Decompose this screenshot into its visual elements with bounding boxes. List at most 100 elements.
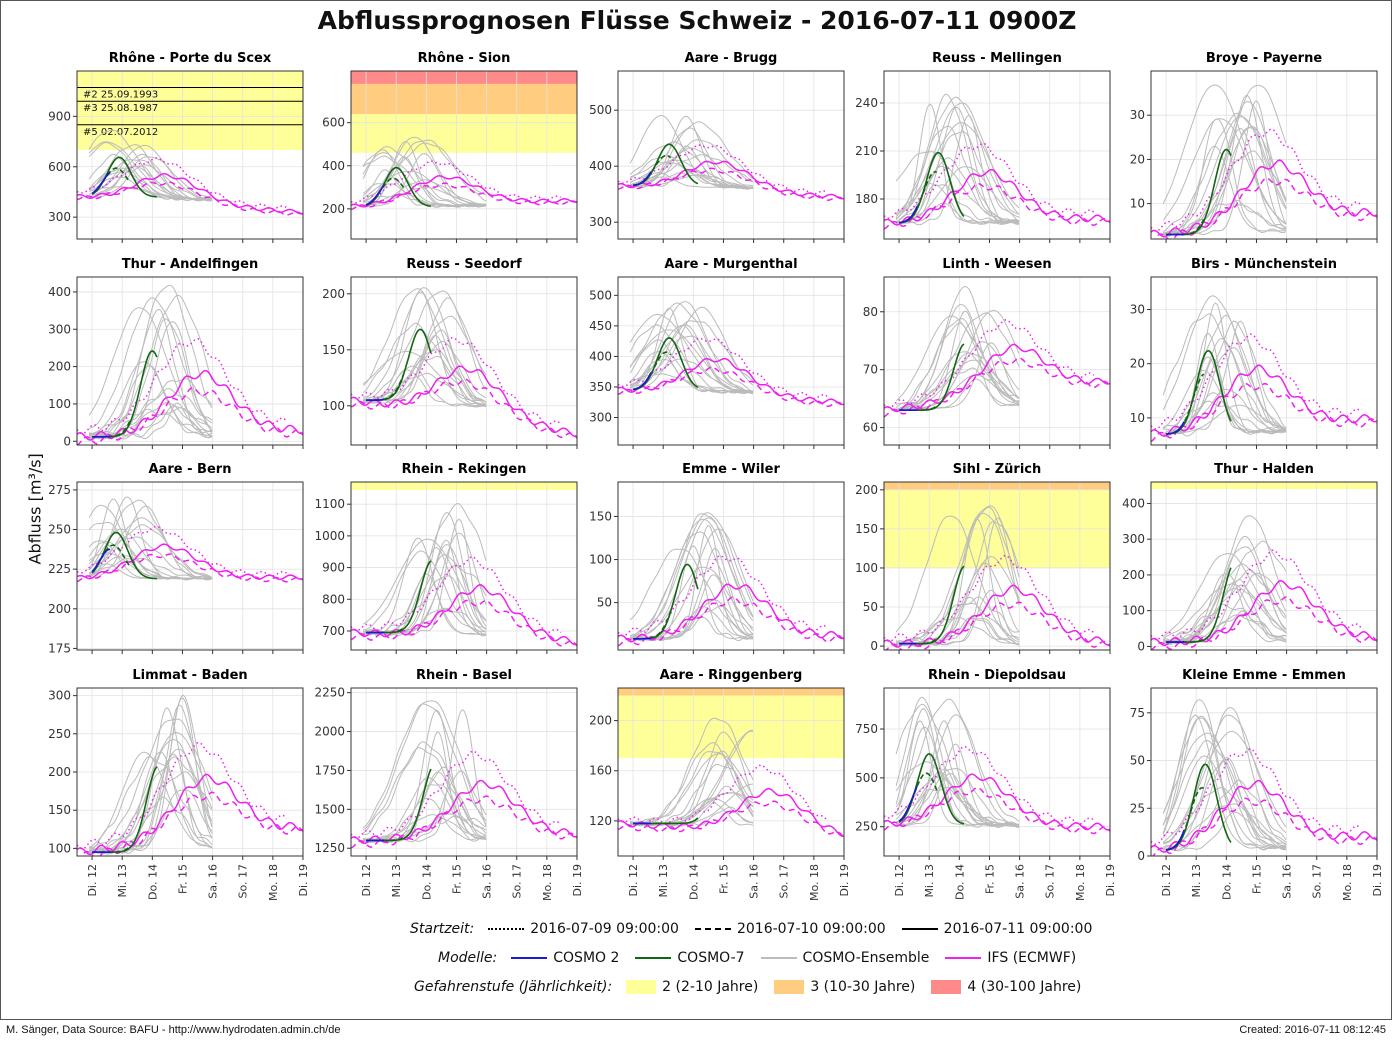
ensemble-line	[89, 156, 213, 199]
ensemble-line	[89, 505, 213, 580]
x-tick-label: Do. 14	[146, 864, 159, 900]
ensemble-line	[895, 114, 1020, 226]
x-tick-label: Di. 19	[1104, 864, 1117, 897]
ensemble-line	[88, 387, 213, 439]
ifs-line	[884, 786, 1110, 835]
ensemble-line	[363, 287, 487, 403]
panel-border	[883, 481, 1111, 651]
ensemble-line	[1162, 714, 1287, 845]
ensemble-line	[895, 312, 1020, 411]
y-tick-label: 70	[863, 363, 878, 377]
cosmo7-line	[365, 166, 431, 207]
panel-title: Emme - Wiler	[682, 462, 780, 477]
x-tick-label: Fr. 15	[983, 864, 996, 894]
ensemble-line	[362, 747, 487, 834]
ensemble-line	[895, 367, 1020, 412]
x-tick-label: Mo. 18	[541, 864, 554, 901]
cosmo7-line	[366, 373, 405, 401]
panel-title: Thur - Andelfingen	[122, 257, 258, 272]
figure-frame	[0, 0, 1392, 1020]
panel-plot-area	[351, 71, 577, 239]
panel-title: Aare - Brugg	[685, 51, 778, 66]
cosmo2-line	[899, 206, 918, 224]
panel-12: Rhein - Rekingen 700 800 900 1000 1100	[314, 462, 578, 654]
legend-modelle-title: Modelle:	[438, 950, 498, 966]
ifs-line	[884, 357, 1110, 418]
y-tick-label: 2250	[314, 686, 345, 700]
panel-plot-area	[351, 277, 577, 445]
panel-5: Broye - Payerne 10 20 30	[1130, 51, 1378, 243]
hazard-band-level-2	[1151, 482, 1377, 490]
cosmo2-line	[91, 172, 111, 195]
cosmo7-line	[1165, 786, 1204, 851]
y-tick-label: 250	[48, 523, 71, 537]
ensemble-line	[1162, 563, 1287, 643]
ensemble-line	[363, 290, 487, 398]
cosmo7-line	[898, 170, 937, 224]
ifs-line	[351, 336, 562, 426]
ensemble-line	[1162, 811, 1287, 852]
y-tick-label: 300	[589, 215, 612, 229]
panel-14: Sihl - Zürich 0 50 100 150 200	[855, 462, 1111, 654]
cosmo2-line	[633, 637, 652, 640]
ensemble-line	[363, 291, 487, 407]
y-tick-label: 200	[48, 360, 71, 374]
panel-title: Sihl - Zürich	[953, 462, 1042, 477]
ifs-line	[618, 787, 844, 837]
panel-title: Kleine Emme - Emmen	[1182, 668, 1346, 683]
ensemble-line	[89, 144, 213, 200]
panel-2: Rhône - Sion 200 400 600	[322, 51, 578, 243]
ensemble-line	[1162, 714, 1287, 849]
ensemble-line	[1162, 358, 1287, 436]
ifs-line	[1151, 549, 1362, 641]
reference-line-label: #3 25.08.1987	[83, 103, 158, 114]
y-tick-label: 10	[1130, 197, 1145, 211]
ifs-line	[77, 741, 288, 850]
reference-line-label: #5 02.07.2012	[83, 127, 158, 138]
y-tick-label: 30	[1130, 108, 1145, 122]
y-tick-label: 100	[48, 841, 71, 855]
cosmo2-line	[366, 398, 385, 401]
panel-title: Rhein - Rekingen	[402, 462, 527, 477]
panel-title: Linth - Weesen	[942, 257, 1051, 272]
panel-border	[617, 276, 845, 446]
page-title: Abflussprognosen Flüsse Schweiz - 2016-0…	[317, 6, 1077, 35]
cosmo2-line	[1166, 421, 1185, 435]
legend-item-ifs: IFS (ECMWF)	[945, 950, 1076, 966]
panel-background	[1151, 71, 1377, 239]
x-tick-label: Mi. 13	[116, 864, 129, 898]
ensemble-line	[895, 322, 1020, 406]
y-tick-label: 200	[855, 483, 878, 497]
y-tick-label: 200	[322, 202, 345, 216]
ensemble-line	[629, 141, 754, 189]
ensemble-line	[896, 714, 1020, 825]
ensemble-line	[88, 365, 213, 438]
ensemble-line	[362, 814, 487, 841]
panel-background	[351, 277, 577, 445]
x-tick-label: Di. 19	[838, 864, 851, 897]
y-tick-label: 1500	[314, 802, 345, 816]
panel-border	[617, 70, 845, 240]
ensemble-line	[895, 696, 1020, 827]
ifs-line	[1151, 779, 1377, 853]
ensemble-line	[362, 538, 487, 625]
y-tick-label: 240	[855, 96, 878, 110]
panel-plot-area	[1151, 482, 1377, 650]
y-tick-label: 210	[855, 144, 878, 158]
ensemble-line	[362, 703, 487, 829]
x-tick-label: So. 17	[1044, 864, 1057, 899]
panel-title: Birs - Münchenstein	[1191, 257, 1337, 272]
y-tick-label: 900	[322, 561, 345, 575]
ifs-line	[618, 596, 844, 647]
cosmo7-line	[899, 637, 938, 645]
hazard-band-level-3	[618, 688, 844, 696]
x-tick-label: Di. 19	[1371, 864, 1384, 897]
x-tick-label: Sa. 16	[207, 864, 220, 899]
legend-startzeit: Startzeit: 2016-07-09 09:00:00 2016-07-1…	[0, 917, 1394, 941]
ensemble-line	[896, 505, 1020, 645]
ensemble-line	[1162, 112, 1287, 233]
panel-10: Birs - Münchenstein 10 20 30	[1130, 257, 1378, 449]
x-tick-label: Do. 14	[420, 864, 433, 900]
y-tick-label: 100	[855, 561, 878, 575]
ensemble-line	[88, 171, 212, 201]
